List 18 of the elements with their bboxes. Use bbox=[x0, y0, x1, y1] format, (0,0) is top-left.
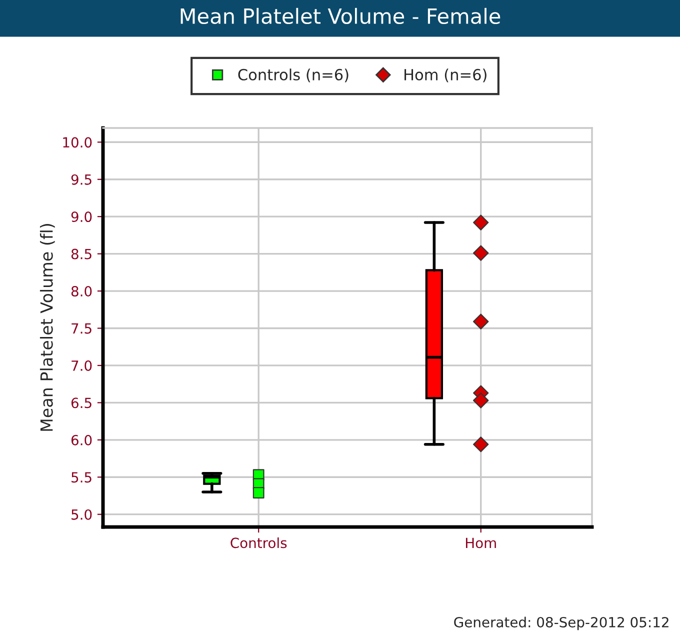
y-tick-label: 9.0 bbox=[71, 212, 92, 222]
y-tick-label: 7.0 bbox=[72, 360, 92, 371]
y-axis-title: Mean Platelet Volume (fl) bbox=[40, 224, 55, 431]
y-tick-label: 6.0 bbox=[71, 434, 92, 446]
y-tick-label: 8.0 bbox=[71, 286, 92, 296]
y-tick-label: 5.5 bbox=[72, 472, 92, 483]
y-tick-label: 9.5 bbox=[71, 174, 92, 185]
y-tick-label: 7.5 bbox=[72, 323, 92, 334]
legend-label: Hom (n=6) bbox=[404, 68, 486, 82]
text: Generated: 08-Sep-2012 05:12 bbox=[454, 616, 668, 630]
y-tick-label: 10.0 bbox=[63, 137, 92, 148]
chart-title: Mean Platelet Volume - Female bbox=[180, 8, 500, 24]
x-tick-label: Hom bbox=[466, 538, 496, 548]
y-tick-label: 5.0 bbox=[72, 509, 92, 520]
y-tick-label: 8.5 bbox=[71, 248, 92, 260]
x-tick-label: Controls bbox=[230, 537, 287, 548]
y-tick-label: 6.5 bbox=[71, 398, 92, 408]
legend-label: Controls (n=6) bbox=[238, 68, 348, 82]
